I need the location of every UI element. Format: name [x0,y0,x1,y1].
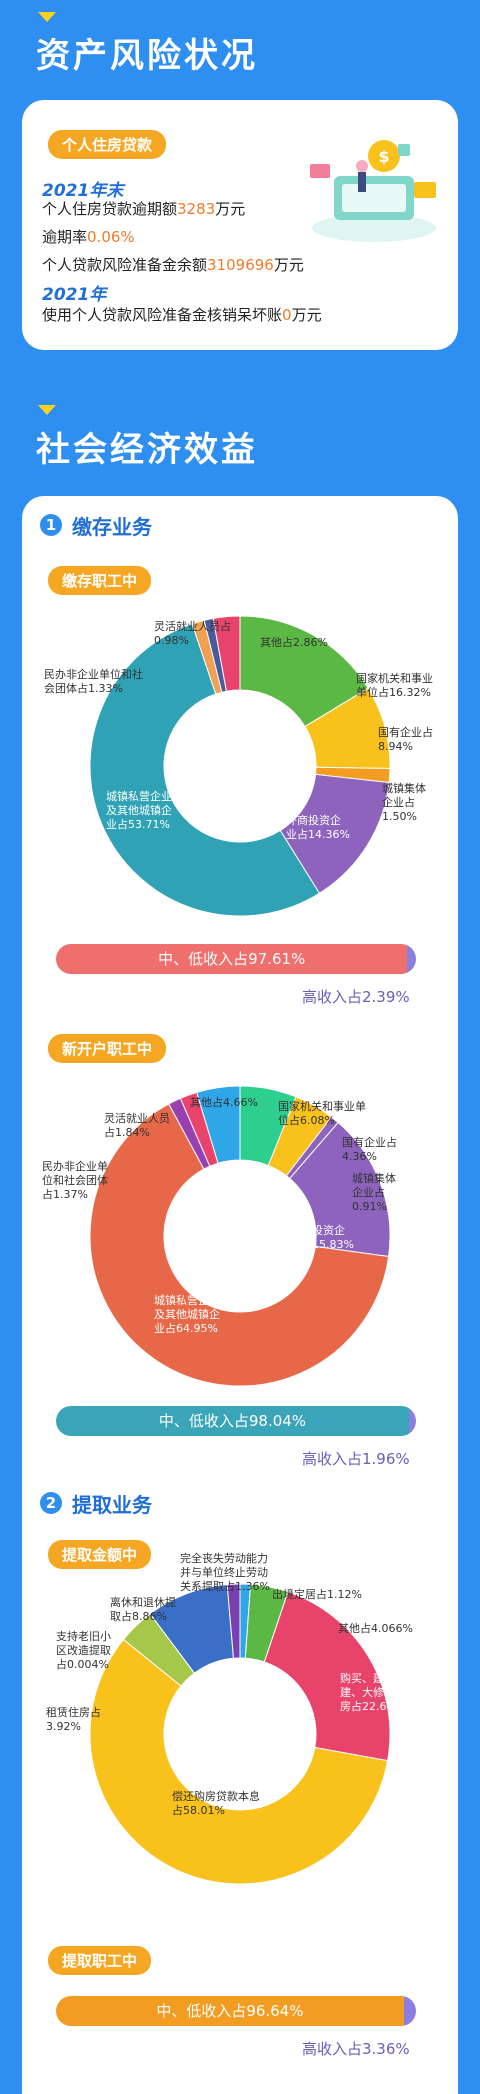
writeoff-unit: 万元 [291,306,322,324]
label-c2-waishang: 外商投资企 业占15.83% [290,1224,354,1251]
income-bar-deposit: 中、低收入占97.61% [56,944,416,974]
donut-slice [89,1103,390,1387]
donut-chart-new-accounts [89,1085,391,1387]
label-c3-changhuan: 偿还购房贷款本息 占58.01% [172,1790,260,1817]
donut-slice [89,1638,389,1885]
label-c3-goumai: 购买、建造、翻 建、大修自住住 房占22.66% [340,1672,417,1713]
svg-text:$: $ [378,147,389,166]
income-bar-high [403,1996,416,2026]
pill-housing-loan: 个人住房贷款 [48,130,167,159]
number-badge-1: 1 [40,514,62,536]
income-bar-low: 中、低收入占97.61% [56,944,408,974]
label-c2-jiti: 城镇集体 企业占 0.91% [352,1172,396,1213]
pill-new-account-workers: 新开户职工中 [48,1034,167,1063]
donut-slice [226,1583,241,1659]
label-c3-chujing: 出境定居占1.12% [272,1588,362,1601]
pill-deposit-workers: 缴存职工中 [48,566,152,595]
overdue-value: 3283 [177,200,216,218]
label-c3-other: 其他占4.066% [338,1622,413,1635]
writeoff-value: 0 [282,306,292,324]
reserve-balance-line: 个人贷款风险准备金余额3109696万元 [42,254,304,275]
label-c3-laojiu: 支持老旧小 区改造提取 占0.004% [56,1630,111,1671]
income-bar-high [408,1406,416,1436]
overdue-rate-value: 0.06% [87,228,135,246]
reserve-value: 3109696 [207,256,274,274]
income-bar-high [407,944,416,974]
donut-slice [263,1591,391,1762]
label-c2-minban: 民办非企业单 位和社会团体 占1.37% [42,1160,108,1201]
writeoff-label: 使用个人贷款风险准备金核销呆坏账 [42,306,283,324]
donut-slice [89,623,321,917]
donut-slice [212,615,241,692]
label-c3-lixiu: 离休和退休提 取占8.86% [110,1596,176,1623]
label-c1-guoyou: 国有企业占 8.94% [378,726,433,753]
label-c1-waishang: 外商投资企 业占14.36% [286,814,350,841]
section-title-social: 社会经济效益 [36,430,258,470]
section-marker [38,12,56,22]
social-benefit-card: 1 缴存业务 缴存职工中 灵活就业人员占 0.98% 其他占2.86% 民办非企… [22,496,458,2094]
finance-illustration: $ [310,140,436,242]
income-bar-withdraw: 中、低收入占96.64% [56,1996,416,2026]
label-c1-other: 其他占2.86% [260,636,328,649]
donut-chart-withdraw-amount [89,1583,391,1885]
label-c3-wanquan: 完全丧失劳动能力 并与单位终止劳动 关系提取占1.36% [180,1552,270,1593]
label-c1-flex: 灵活就业人员占 0.98% [154,620,231,647]
withdraw-title: 提取业务 [72,1493,152,1517]
overdue-amount-line: 个人住房贷款逾期额3283万元 [42,198,245,219]
donut-slice [239,615,369,728]
income-bar-low: 中、低收入占98.04% [56,1406,409,1436]
reserve-label: 个人贷款风险准备金余额 [42,256,208,274]
overdue-unit: 万元 [215,200,246,218]
high-income-text-1: 高收入占2.39% [302,988,410,1006]
donut-chart-deposit-workers [89,615,391,917]
heading-2021: 2021年 [42,285,107,305]
label-c1-guojia: 国家机关和事业 单位占16.32% [356,672,433,699]
high-income-text-3: 高收入占3.36% [302,2040,410,2058]
label-c2-guoyou: 国有企业占 4.36% [342,1136,397,1163]
overdue-label: 个人住房贷款逾期额 [42,200,178,218]
income-bar-new-accounts: 中、低收入占98.04% [56,1406,416,1436]
section-marker [38,405,56,415]
pill-withdraw-amount: 提取金额中 [48,1540,152,1569]
label-c2-flex: 灵活就业人员 占1.84% [104,1112,170,1139]
overdue-rate-label: 逾期率 [42,228,88,246]
asset-risk-card: 个人住房贷款 $ 2021年末 个人住房贷款逾期额3283万元 逾期率0.06%… [22,100,458,350]
donut-slice [196,1085,241,1164]
number-badge-2: 2 [40,1492,62,1514]
label-c2-guojia: 国家机关和事业单 位占6.08% [278,1100,366,1127]
label-c1-minban: 民办非企业单位和社 会团体占1.33% [44,668,143,695]
writeoff-line: 使用个人贷款风险准备金核销呆坏账0万元 [42,304,322,325]
overdue-rate-line: 逾期率0.06% [42,226,135,247]
label-c3-zulin: 租赁住房占 3.92% [46,1706,101,1733]
high-income-text-2: 高收入占1.96% [302,1450,410,1468]
deposit-title: 缴存业务 [72,515,152,539]
heading-2021-end: 2021年末 [42,181,124,201]
label-c1-siying: 城镇私营企业 及其他城镇企 业占53.71% [106,790,172,831]
reserve-unit: 万元 [273,256,304,274]
label-c1-jiti: 城镇集体 企业占 1.50% [382,782,426,823]
label-c2-other: 其他占4.66% [190,1096,258,1109]
pill-withdraw-workers: 提取职工中 [48,1946,152,1975]
label-c2-siying: 城镇私营企业 及其他城镇企 业占64.95% [154,1294,220,1335]
income-bar-low: 中、低收入占96.64% [56,1996,404,2026]
section-title-asset: 资产风险状况 [36,36,258,76]
